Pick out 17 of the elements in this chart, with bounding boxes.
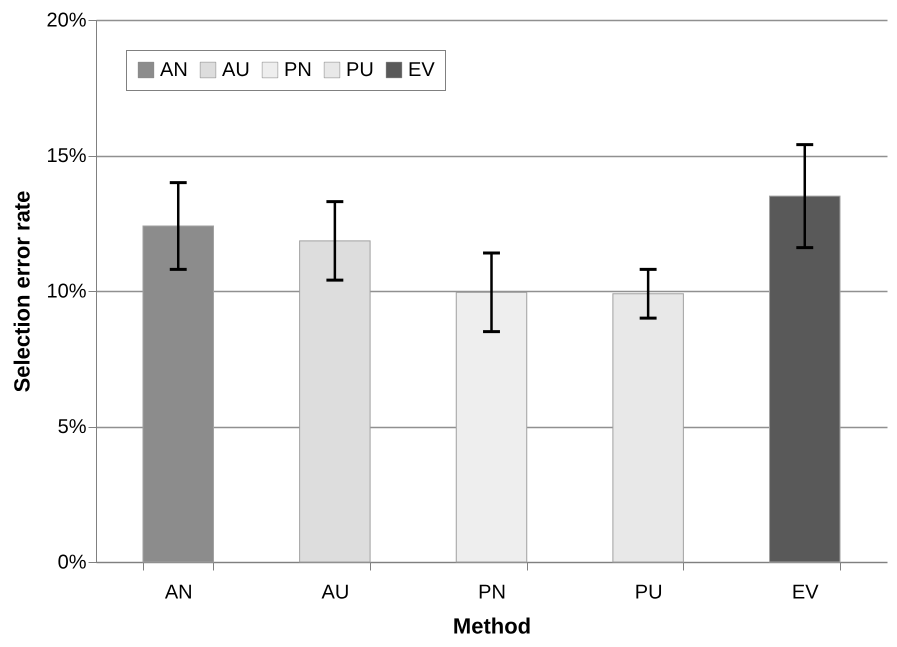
x-tick-label: PU — [634, 582, 663, 604]
legend-label: PU — [346, 59, 374, 81]
x-tick-label: PN — [478, 582, 506, 604]
x-tick-label: AU — [321, 582, 350, 604]
legend-label: PN — [284, 59, 312, 81]
y-tick-label: 0% — [58, 552, 87, 574]
legend-label: AU — [222, 59, 250, 81]
y-tick-label: 20% — [46, 10, 87, 32]
y-tick-label: 5% — [58, 416, 87, 438]
y-tick-label: 15% — [46, 145, 87, 167]
x-tick-label: EV — [792, 582, 820, 604]
legend-label: EV — [408, 59, 436, 81]
x-tick-label: AN — [164, 582, 193, 604]
legend-label: AN — [160, 59, 188, 81]
x-axis-title: Method — [452, 614, 532, 638]
y-axis-title: Selection error rate — [9, 190, 34, 392]
y-tick-label: 10% — [46, 280, 87, 302]
